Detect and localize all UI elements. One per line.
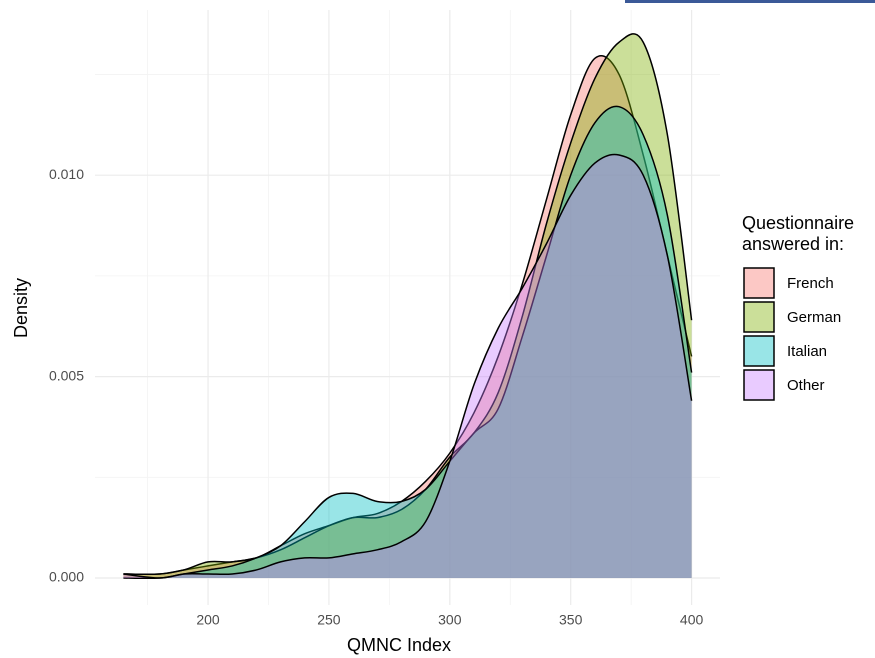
density-line (123, 153, 693, 579)
legend-label: Italian (787, 343, 827, 360)
legend-label: German (787, 309, 841, 326)
density-area (123, 154, 692, 579)
x-tick-label: 300 (438, 612, 462, 628)
x-tick-label: 200 (196, 612, 220, 628)
legend-key (743, 335, 775, 367)
legend-key (743, 301, 775, 333)
legend-key (743, 267, 775, 299)
y-tick-label: 0.000 (49, 569, 84, 585)
legend-title: Questionnaire answered in: (742, 213, 855, 254)
x-tick-label: 350 (559, 612, 583, 628)
density-area (123, 33, 692, 579)
y-tick-label: 0.005 (49, 367, 84, 383)
x-tick-label: 250 (317, 612, 341, 628)
x-axis-title: QMNC Index (347, 635, 451, 655)
density-line (123, 105, 693, 580)
density-area (123, 55, 692, 579)
density-area (123, 106, 692, 579)
legend-label: French (787, 275, 834, 292)
y-axis-title: Density (11, 278, 31, 338)
legend-key (743, 369, 775, 401)
x-tick-label: 400 (680, 612, 704, 628)
top-bar (625, 0, 875, 3)
legend-label: Other (787, 377, 825, 394)
y-tick-label: 0.010 (49, 166, 84, 182)
